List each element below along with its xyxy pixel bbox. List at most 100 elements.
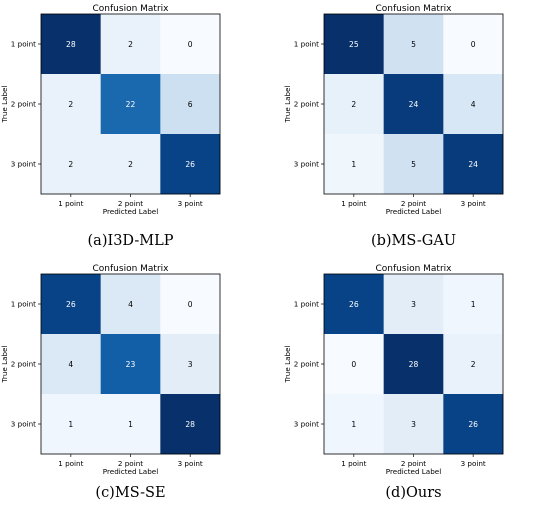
cell-value-label: 2 <box>128 160 133 169</box>
cell-value-label: 4 <box>471 100 476 109</box>
heatmap-cell <box>100 334 161 395</box>
y-axis-label: True Label <box>283 346 292 384</box>
subfigure-caption: (d)Ours <box>385 485 441 501</box>
heatmap-cell <box>100 14 161 75</box>
heatmap-cell <box>324 74 384 135</box>
y-tick-label: 3 point <box>294 160 319 169</box>
cell-value-label: 1 <box>471 300 476 309</box>
cell-value-label: 2 <box>128 40 133 49</box>
y-tick-label: 2 point <box>294 360 319 369</box>
y-axis-label: True Label <box>283 86 292 124</box>
cell-value-label: 4 <box>68 360 73 369</box>
cell-value-label: 24 <box>468 160 478 169</box>
heatmap-cell <box>41 14 101 75</box>
heatmap-cell <box>160 134 221 195</box>
cell-value-label: 3 <box>411 420 416 429</box>
subfigure-caption: (b)MS-GAU <box>371 233 456 249</box>
cell-value-label: 26 <box>66 300 76 309</box>
cell-value-label: 0 <box>351 360 356 369</box>
heatmap-cell <box>324 274 384 335</box>
y-tick-label: 1 point <box>11 300 36 309</box>
cell-value-label: 2 <box>68 100 73 109</box>
x-axis-label: Predicted Label <box>103 207 158 216</box>
x-tick-label: 2 point <box>118 459 143 468</box>
cell-value-label: 3 <box>411 300 416 309</box>
heatmap-cell <box>324 334 384 395</box>
x-axis-label: Predicted Label <box>386 207 441 216</box>
cell-value-label: 5 <box>411 160 416 169</box>
y-tick-label: 1 point <box>11 40 36 49</box>
y-tick-label: 3 point <box>294 420 319 429</box>
x-tick-label: 2 point <box>401 199 426 208</box>
heatmap-cell <box>41 134 101 195</box>
cell-value-label: 24 <box>409 100 419 109</box>
cell-value-label: 1 <box>128 420 133 429</box>
heatmap-cell <box>443 74 504 135</box>
heatmap-cell <box>100 134 161 195</box>
cell-value-label: 4 <box>128 300 133 309</box>
cell-value-label: 26 <box>468 420 478 429</box>
x-tick-label: 3 point <box>461 199 486 208</box>
heatmap-cell <box>41 394 101 455</box>
chart-title: Confusion Matrix <box>93 264 170 274</box>
cell-value-label: 6 <box>188 100 193 109</box>
heatmap-cell <box>324 134 384 195</box>
heatmap-cell <box>160 394 221 455</box>
heatmap-cell <box>443 274 504 335</box>
cell-value-label: 26 <box>349 300 359 309</box>
x-tick-label: 3 point <box>178 459 203 468</box>
heatmap-cell <box>383 334 444 395</box>
y-axis-label: True Label <box>0 86 9 124</box>
heatmap-cell <box>443 14 504 75</box>
confusion-matrix-panel-3: Confusion Matrix 26 4 0 4 23 3 1 1 28 1 point 2 poi… <box>0 264 221 501</box>
y-tick-label: 2 point <box>294 100 319 109</box>
subfigure-caption: (c)MS-SE <box>95 485 165 501</box>
cell-value-label: 23 <box>126 360 136 369</box>
heatmap-cell <box>324 394 384 455</box>
cell-value-label: 25 <box>349 40 359 49</box>
y-tick-label: 2 point <box>11 100 36 109</box>
heatmap-cell <box>443 134 504 195</box>
heatmap-cell <box>383 394 444 455</box>
y-tick-label: 1 point <box>294 40 319 49</box>
cell-value-label: 2 <box>68 160 73 169</box>
heatmap-cell <box>160 274 221 335</box>
cell-value-label: 28 <box>185 420 195 429</box>
confusion-matrix-panel-2: Confusion Matrix 25 5 0 2 24 4 1 5 24 1 point 2 poi… <box>283 4 504 249</box>
heatmap-cell <box>41 274 101 335</box>
cell-value-label: 1 <box>351 160 356 169</box>
y-tick-label: 2 point <box>11 360 36 369</box>
x-tick-label: 3 point <box>461 459 486 468</box>
heatmap-cell <box>100 74 161 135</box>
y-tick-label: 3 point <box>11 160 36 169</box>
heatmap-cell <box>41 74 101 135</box>
cell-value-label: 2 <box>351 100 356 109</box>
heatmap-cell <box>324 14 384 75</box>
cell-value-label: 0 <box>188 40 193 49</box>
x-tick-label: 1 point <box>58 459 83 468</box>
chart-title: Confusion Matrix <box>376 264 453 274</box>
confusion-matrix-panel-4: Confusion Matrix 26 3 1 0 28 2 1 3 26 1 point 2 poi… <box>283 264 504 501</box>
cell-value-label: 22 <box>126 100 136 109</box>
x-tick-label: 1 point <box>341 199 366 208</box>
y-tick-label: 1 point <box>294 300 319 309</box>
heatmap-cell <box>160 14 221 75</box>
heatmap-cell <box>383 134 444 195</box>
x-axis-label: Predicted Label <box>386 467 441 476</box>
cell-value-label: 1 <box>351 420 356 429</box>
heatmap-cell <box>383 74 444 135</box>
cell-value-label: 1 <box>68 420 73 429</box>
cell-value-label: 5 <box>411 40 416 49</box>
cell-value-label: 2 <box>471 360 476 369</box>
heatmap-cell <box>100 394 161 455</box>
heatmap-cell <box>41 334 101 395</box>
y-axis-label: True Label <box>0 346 9 384</box>
x-tick-label: 1 point <box>341 459 366 468</box>
x-tick-label: 2 point <box>118 199 143 208</box>
heatmap-cell <box>160 74 221 135</box>
heatmap-cell <box>383 14 444 75</box>
heatmap-cell <box>383 274 444 335</box>
cell-value-label: 0 <box>188 300 193 309</box>
